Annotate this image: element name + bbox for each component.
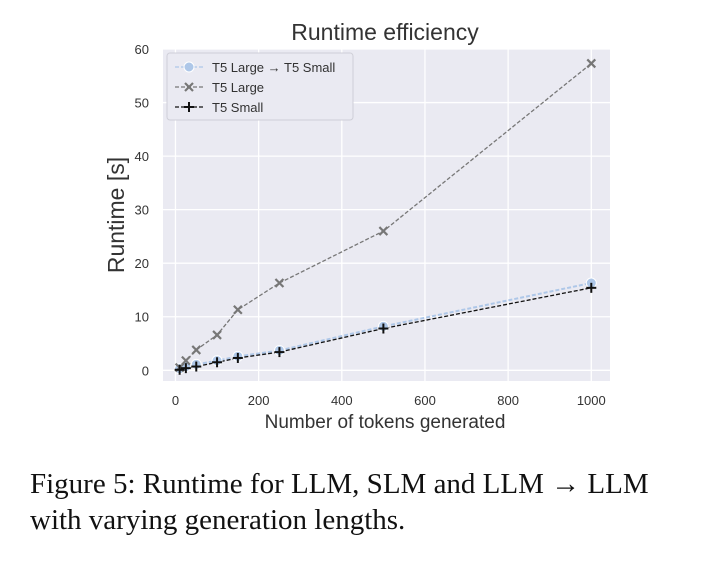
series-line-1 xyxy=(179,62,592,369)
data-point-series-2 xyxy=(212,357,223,368)
data-point-series-2 xyxy=(180,363,191,374)
data-point-series-2 xyxy=(274,347,285,358)
y-tick-label: 20 xyxy=(135,256,149,271)
marker-stroke xyxy=(233,305,243,315)
y-tick-label: 60 xyxy=(135,42,149,57)
x-tick-label: 200 xyxy=(248,393,270,408)
chart-title: Runtime efficiency xyxy=(291,19,479,45)
y-tick-label: 0 xyxy=(142,363,149,378)
figure-caption: Figure 5: Runtime for LLM, SLM and LLM →… xyxy=(30,468,649,536)
data-point-series-2 xyxy=(232,352,243,363)
legend-swatch-marker xyxy=(184,82,194,92)
x-tick-label: 400 xyxy=(331,393,353,408)
legend-box xyxy=(166,52,354,121)
marker-stroke xyxy=(274,278,285,288)
y-tick-label: 10 xyxy=(135,310,149,325)
legend-label: T5 Large → T5 Small xyxy=(212,60,335,75)
y-tick-label: 50 xyxy=(135,96,149,111)
legend-swatch-marker xyxy=(184,102,194,112)
y-axis-label: Runtime [s] xyxy=(103,157,129,273)
data-point-series-1 xyxy=(233,305,243,315)
legend-label: T5 Large xyxy=(212,80,264,95)
data-point-series-2 xyxy=(191,361,202,372)
marker-stroke xyxy=(181,355,191,366)
axis-ticks: 0 200 400 600 800 1000 0 10 20 30 40 50 60 xyxy=(135,42,606,408)
x-axis-label: Number of tokens generated xyxy=(265,412,506,433)
legend-swatch-marker xyxy=(183,61,195,73)
data-point-series-1 xyxy=(212,330,222,340)
x-tick-label: 0 xyxy=(172,393,179,408)
runtime-chart: 0 200 400 600 800 1000 0 10 20 30 40 50 60 Runtime e… xyxy=(103,19,610,433)
marker-stroke xyxy=(184,82,194,92)
x-tick-label: 800 xyxy=(497,393,519,408)
marker-stroke xyxy=(378,226,389,236)
legend-label: T5 Small xyxy=(212,100,263,115)
marker-stroke xyxy=(586,58,597,69)
marker-stroke xyxy=(191,345,202,355)
series-markers xyxy=(174,58,597,375)
y-tick-label: 40 xyxy=(135,149,149,164)
data-point-series-1 xyxy=(378,226,389,236)
x-tick-label: 600 xyxy=(414,393,436,408)
data-point-series-2 xyxy=(586,282,597,293)
y-tick-label: 30 xyxy=(135,203,149,218)
data-point-series-2 xyxy=(378,323,389,334)
marker-stroke xyxy=(212,330,222,340)
data-point-series-2 xyxy=(174,364,185,375)
data-point-series-1 xyxy=(586,58,597,69)
data-point-series-1 xyxy=(191,345,202,355)
data-point-series-1 xyxy=(181,355,191,366)
data-point-series-1 xyxy=(274,278,285,288)
x-tick-label: 1000 xyxy=(577,393,606,408)
legend: T5 Large → T5 Small T5 Large T5 Small xyxy=(166,52,354,121)
